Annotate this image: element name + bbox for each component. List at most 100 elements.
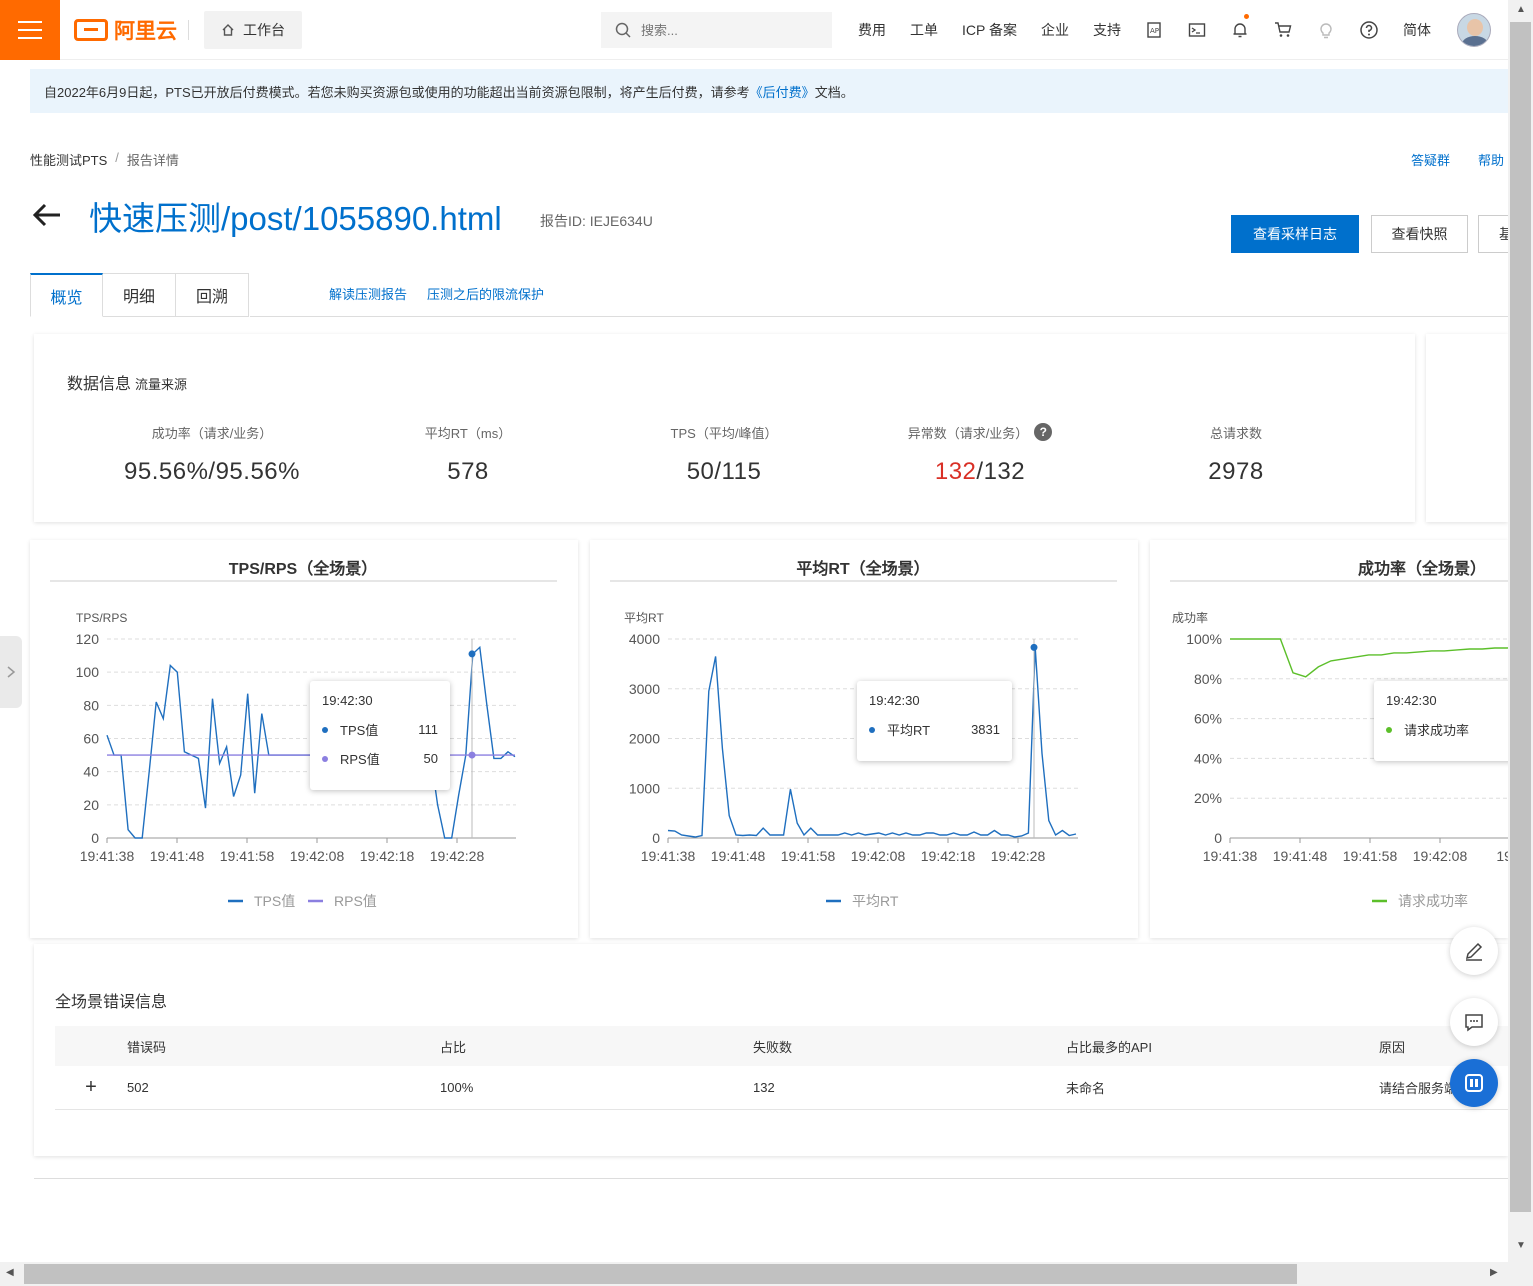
- y-tick-label: 1000: [629, 780, 660, 796]
- rate-limit-link[interactable]: 压测之后的限流保护: [427, 287, 545, 302]
- more-button[interactable]: 基: [1478, 215, 1513, 253]
- error-code-cell: 502: [127, 1080, 149, 1095]
- tooltip-dot: [322, 726, 328, 733]
- legend-label: 平均RT: [852, 893, 899, 909]
- search-box[interactable]: [601, 12, 832, 48]
- breadcrumb-root[interactable]: 性能测试PTS: [30, 153, 108, 168]
- logo-mark-icon: [74, 19, 108, 41]
- page-title: 快速压测/post/1055890.html: [89, 200, 502, 237]
- home-icon: [222, 24, 234, 36]
- bell-icon[interactable]: [1219, 0, 1262, 60]
- view-snapshot-button[interactable]: 查看快照: [1371, 215, 1468, 253]
- success-rate-chart-card: 成功率（全场景） 成功率 100% 80% 60% 40% 20% 0 19:41:38 19:4…: [1150, 540, 1508, 938]
- interpret-report-link[interactable]: 解读压测报告: [329, 287, 408, 302]
- nav-icp[interactable]: ICP 备案: [962, 22, 1017, 38]
- search-input[interactable]: [641, 22, 811, 38]
- tooltip-row: 平均RT 3831: [869, 720, 1000, 739]
- exception-count[interactable]: 132: [934, 458, 977, 485]
- x-tick-label: 19:4: [1496, 848, 1508, 864]
- side-panel-toggle[interactable]: [0, 636, 22, 708]
- notice-banner: 自2022年6月9日起，PTS已开放后付费模式。若您未购买资源包或使用的功能超出…: [30, 69, 1508, 113]
- tooltip-series-name: 平均RT: [887, 723, 931, 738]
- y-tick-label: 4000: [629, 631, 660, 647]
- table-row: + 502 100% 132 未命名 请结合服务端日志和: [55, 1066, 1508, 1110]
- tooltip-series-name: RPS值: [340, 752, 380, 767]
- language-switch[interactable]: 简体: [1402, 22, 1431, 38]
- exception-business-count: /132: [976, 458, 1026, 485]
- metric-label: 成功率（请求/业务）: [151, 425, 273, 441]
- horizontal-scrollbar[interactable]: ◀ ▶: [0, 1262, 1508, 1286]
- tooltip-row: TPS值 111: [322, 720, 438, 739]
- error-info-card: 全场景错误信息 错误码 占比 失败数 占比最多的API 原因 + 502 100…: [34, 944, 1508, 1156]
- question-icon[interactable]: ?: [1034, 423, 1053, 441]
- terminal-icon[interactable]: [1176, 0, 1219, 60]
- scrollbar-thumb[interactable]: [24, 1264, 1297, 1284]
- tooltip-row: 请求成功率: [1386, 720, 1508, 739]
- x-tick-label: 19:41:38: [1203, 848, 1258, 864]
- nav-billing[interactable]: 费用: [858, 22, 886, 38]
- api-cell: 未命名: [1066, 1081, 1106, 1096]
- help-icon[interactable]: [1348, 0, 1391, 60]
- metric-value: 578: [447, 458, 489, 485]
- view-sampling-log-button[interactable]: 查看采样日志: [1231, 215, 1359, 253]
- cart-icon[interactable]: [1262, 0, 1305, 60]
- metric-value: 95.56%/95.56%: [124, 458, 300, 485]
- chat-button[interactable]: [1450, 998, 1498, 1046]
- metric-exceptions: 异常数（请求/业务）? 132/132: [870, 422, 1090, 486]
- scroll-right-icon[interactable]: ▶: [1490, 1267, 1498, 1278]
- column-header: 错误码: [127, 1039, 167, 1055]
- traffic-source-link[interactable]: 流量来源: [135, 377, 188, 392]
- avatar[interactable]: [1456, 13, 1491, 47]
- scrollbar-thumb[interactable]: [1510, 22, 1531, 1212]
- scroll-up-icon[interactable]: ▲: [1516, 4, 1526, 15]
- feedback-edit-button[interactable]: [1450, 927, 1498, 975]
- chart-title: 平均RT（全场景）: [796, 559, 929, 578]
- y-tick-label: 0: [91, 830, 99, 846]
- x-tick-label: 19:41:48: [711, 848, 766, 864]
- scroll-left-icon[interactable]: ◀: [6, 1267, 14, 1278]
- tab-trace[interactable]: 回溯: [176, 273, 249, 317]
- expand-row-icon[interactable]: +: [85, 1076, 97, 1098]
- tps-rps-chart-card: TPS/RPS（全场景） TPS/RPS 120 100 80 60 40 20 0 19:41:…: [30, 540, 578, 938]
- chevron-right-icon: [7, 666, 16, 678]
- tab-detail[interactable]: 明细: [103, 273, 176, 317]
- nav-enterprise[interactable]: 企业: [1040, 22, 1069, 38]
- lightbulb-icon[interactable]: [1305, 0, 1348, 60]
- tooltip-dot: [1386, 726, 1392, 733]
- fail-count-cell: 132: [753, 1080, 775, 1095]
- assistant-button[interactable]: [1450, 1059, 1498, 1107]
- metric-label: 平均RT（ms）: [424, 425, 512, 441]
- column-header: 原因: [1379, 1039, 1406, 1055]
- y-tick-label: 100%: [1186, 631, 1222, 647]
- legend-label: RPS值: [334, 893, 377, 909]
- vertical-scrollbar[interactable]: ▲ ▼: [1508, 0, 1533, 1286]
- chart-tooltip: 19:42:30 平均RT 3831: [857, 681, 1012, 761]
- back-arrow-icon[interactable]: [30, 198, 64, 232]
- help-link[interactable]: 帮助: [1478, 153, 1505, 168]
- metric-label-row: 异常数（请求/业务）?: [870, 422, 1090, 442]
- tab-overview[interactable]: 概览: [30, 273, 103, 317]
- notice-link[interactable]: 《后付费》: [749, 84, 815, 100]
- y-tick-label: 60%: [1194, 711, 1222, 727]
- metric-label: 总请求数: [1209, 425, 1262, 441]
- side-info-card: [1426, 334, 1508, 522]
- app-icon[interactable]: AP: [1133, 0, 1176, 60]
- x-tick-label: 19:42:08: [290, 848, 345, 864]
- y-tick-label: 0: [652, 830, 660, 846]
- chart-title: TPS/RPS（全场景）: [229, 559, 377, 578]
- nav-ticket[interactable]: 工单: [910, 22, 938, 38]
- x-tick-label: 19:42:18: [921, 848, 976, 864]
- y-tick-label: 100: [76, 664, 100, 680]
- menu-icon[interactable]: [0, 0, 60, 60]
- aliyun-logo[interactable]: 阿里云: [74, 16, 177, 44]
- scroll-down-icon[interactable]: ▼: [1516, 1240, 1526, 1251]
- help-links: 答疑群 帮助: [1411, 150, 1504, 169]
- metric-value: 132/132: [870, 458, 1090, 486]
- workbench-button[interactable]: 工作台: [204, 11, 302, 49]
- metric-label: 异常数（请求/业务）: [907, 425, 1029, 441]
- qa-group-link[interactable]: 答疑群: [1411, 153, 1451, 168]
- x-tick-label: 19:41:58: [220, 848, 275, 864]
- nav-support[interactable]: 支持: [1092, 22, 1121, 38]
- hover-marker: [1030, 643, 1038, 651]
- metric-label: TPS（平均/峰值）: [670, 425, 778, 441]
